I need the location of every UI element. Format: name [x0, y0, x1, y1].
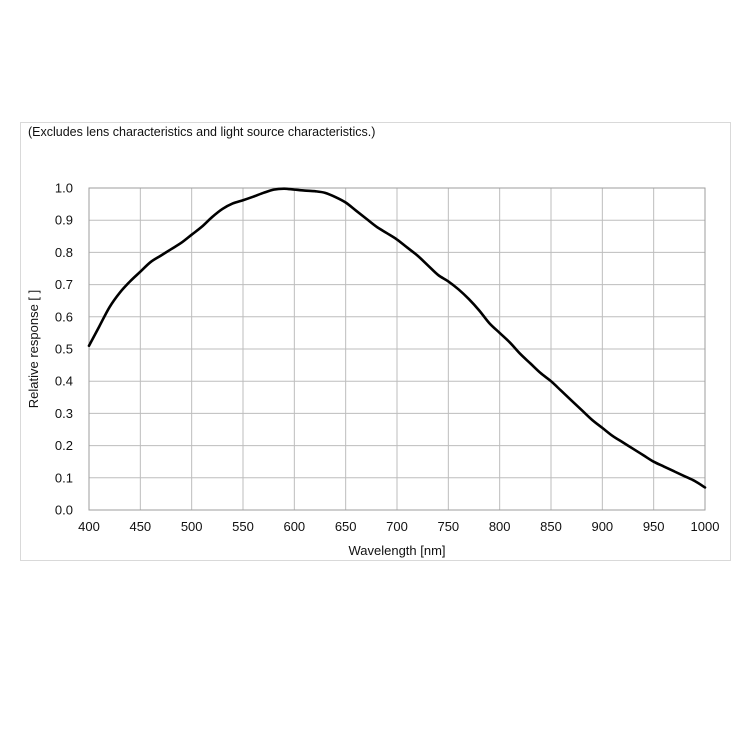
x-tick-label: 700 — [386, 519, 408, 534]
x-axis-title: Wavelength [nm] — [348, 543, 445, 558]
y-tick-label: 0.3 — [55, 406, 73, 421]
x-tick-label: 750 — [437, 519, 459, 534]
y-axis-title: Relative response [ ] — [26, 290, 41, 409]
y-tick-label: 0.0 — [55, 503, 73, 518]
plot-area-border — [88, 187, 706, 511]
x-tick-label: 650 — [335, 519, 357, 534]
plot-frame — [88, 187, 706, 511]
series-layer — [87, 187, 707, 489]
x-tick-label: 950 — [643, 519, 665, 534]
x-tick-labels: 400 450 500 550 600 650 700 750 800 850 900 950 1000 — [78, 519, 719, 534]
y-tick-label: 0.5 — [55, 342, 73, 357]
y-tick-label: 0.2 — [55, 438, 73, 453]
y-tick-label: 0.1 — [55, 470, 73, 485]
response-curve — [87, 187, 707, 489]
x-tick-label: 550 — [232, 519, 254, 534]
y-tick-label: 0.8 — [55, 245, 73, 260]
x-tick-label: 450 — [129, 519, 151, 534]
chart-panel — [20, 122, 731, 561]
x-tick-label: 850 — [540, 519, 562, 534]
x-tick-label: 1000 — [691, 519, 720, 534]
grid-lines — [88, 187, 706, 511]
y-tick-labels: 0.0 0.1 0.2 0.3 0.4 0.5 0.6 0.7 0.8 0.9 1.0 — [55, 181, 73, 518]
x-tick-label: 800 — [489, 519, 511, 534]
y-tick-label: 0.4 — [55, 374, 73, 389]
x-tick-label: 400 — [78, 519, 100, 534]
y-tick-label: 0.7 — [55, 277, 73, 292]
x-tick-label: 600 — [283, 519, 305, 534]
x-tick-label: 500 — [181, 519, 203, 534]
y-tick-label: 0.6 — [55, 309, 73, 324]
chart-title: (Excludes lens characteristics and light… — [28, 125, 376, 139]
y-tick-label: 0.9 — [55, 213, 73, 228]
x-tick-label: 900 — [591, 519, 613, 534]
y-tick-label: 1.0 — [55, 181, 73, 196]
